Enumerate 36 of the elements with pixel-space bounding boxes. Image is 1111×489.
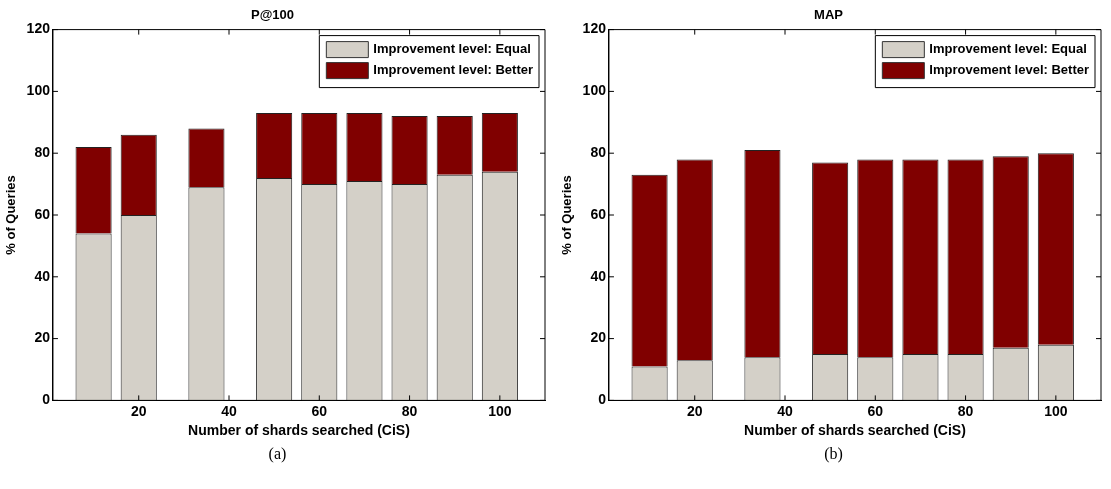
- legend-label: Improvement level: Better: [929, 62, 1090, 78]
- x-tick-label: 40: [221, 402, 238, 419]
- y-tick-label: 0: [598, 391, 607, 408]
- x-axis-title: Number of shards searched (CiS): [744, 422, 966, 439]
- text: (a): [267, 445, 288, 463]
- legend-label: Improvement level: Equal: [929, 41, 1087, 57]
- x-axis-title: Number of shards searched (CiS): [188, 422, 410, 439]
- legend-label: Improvement level: Equal: [373, 41, 531, 57]
- y-tick-label: 20: [34, 329, 51, 346]
- chart-title: P@100: [250, 7, 295, 23]
- text: (b): [823, 445, 844, 463]
- x-tick-label: 80: [957, 402, 974, 419]
- y-axis-title: % of Queries: [3, 175, 19, 255]
- chart-title: MAP: [814, 7, 844, 23]
- x-tick-label: 100: [488, 402, 512, 419]
- x-tick-label: 40: [777, 402, 794, 419]
- y-tick-label: 80: [34, 144, 51, 161]
- x-tick-label: 100: [1044, 402, 1068, 419]
- x-tick-label: 80: [401, 402, 418, 419]
- y-tick-label: 40: [34, 267, 51, 284]
- y-tick-label: 80: [590, 144, 607, 161]
- x-tick-label: 20: [686, 402, 703, 419]
- y-axis-title: % of Queries: [559, 175, 575, 255]
- x-tick-label: 60: [311, 402, 328, 419]
- legend-label: Improvement level: Better: [373, 62, 534, 78]
- x-tick-label: 20: [130, 402, 147, 419]
- y-tick-label: 100: [582, 82, 607, 99]
- y-tick-label: 120: [26, 20, 51, 37]
- y-tick-label: 20: [590, 329, 607, 346]
- y-tick-label: 120: [582, 20, 607, 37]
- y-tick-label: 60: [590, 205, 607, 222]
- y-tick-label: 0: [42, 391, 51, 408]
- y-tick-label: 100: [26, 82, 51, 99]
- y-tick-label: 40: [590, 267, 607, 284]
- x-tick-label: 60: [867, 402, 884, 419]
- y-tick-label: 60: [34, 205, 51, 222]
